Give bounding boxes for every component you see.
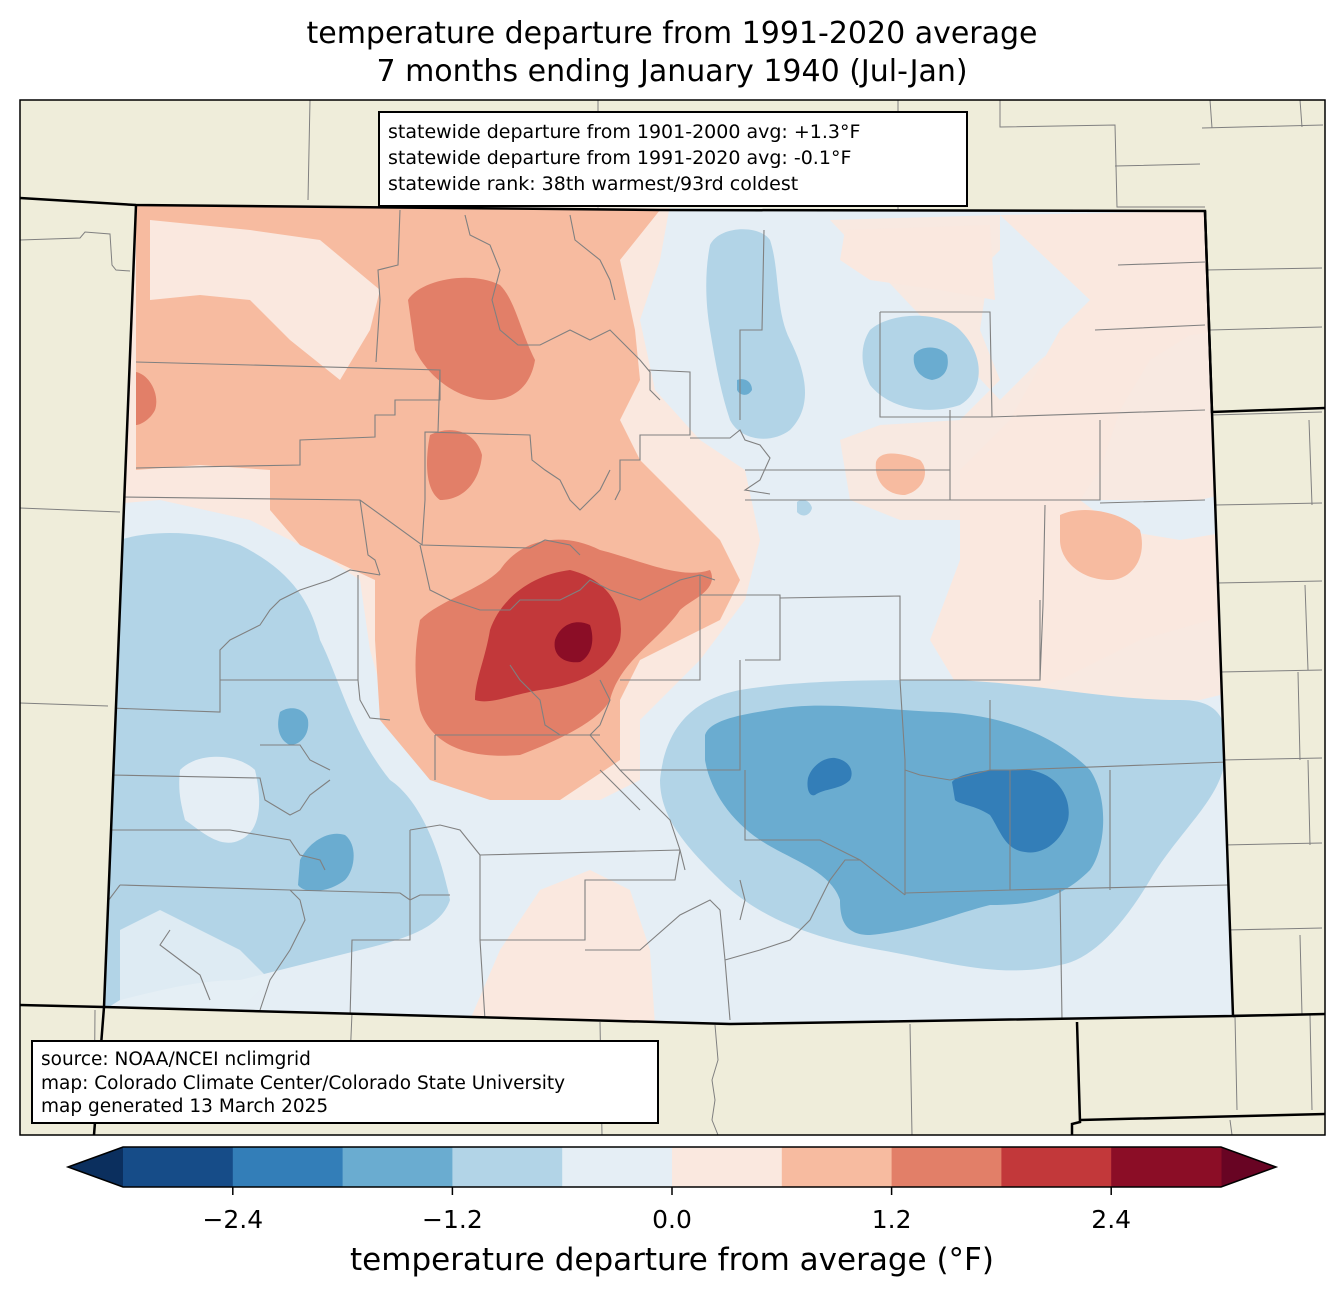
colorbar-segment — [342, 1147, 453, 1187]
county-lines — [104, 209, 1229, 1021]
contour-neutral-pocket — [179, 756, 260, 843]
colorbar-segment — [452, 1147, 563, 1187]
contour-warm-1.2-1.8-mid — [427, 430, 482, 500]
contour-cool-spot-southwest — [298, 833, 354, 892]
source-text: source: NOAA/NCEI nclimgrid — [41, 1049, 311, 1070]
colorbar-segment — [232, 1147, 344, 1187]
contour-cool-southwest — [104, 533, 450, 1010]
map-title-line1: temperature departure from 1991-2020 ave… — [306, 16, 1038, 51]
contour-cool-north-central — [706, 229, 805, 439]
colorbar-segment — [891, 1147, 1002, 1187]
temperature-contours — [104, 205, 1233, 1024]
stat-rank: statewide rank: 38th warmest/93rd coldes… — [388, 173, 799, 195]
colorbar-segment — [1111, 1147, 1222, 1187]
colorbar-outline — [65, 1146, 1279, 1188]
colorbar-over-arrow — [1221, 1147, 1276, 1187]
contour-warm-1.8-2.4 — [475, 570, 621, 702]
contour-cool-core-a — [807, 757, 852, 796]
colorbar-segment — [672, 1147, 783, 1187]
contour-cool-spot-north — [737, 379, 752, 395]
contour-warm-1.2-1.8-west — [136, 372, 157, 425]
colorbar-segment — [123, 1147, 234, 1187]
map-credit-text: map: Colorado Climate Center/Colorado St… — [41, 1072, 566, 1094]
statewide-stats-box: statewide departure from 1901-2000 avg: … — [378, 111, 968, 207]
contour-warm-spot-2 — [1060, 510, 1142, 580]
contour-warm-south — [470, 870, 655, 1024]
colorbar-tick-label: −1.2 — [422, 1205, 483, 1234]
colorbar-label: temperature departure from average (°F) — [350, 1242, 994, 1278]
contour-warm-northeast — [930, 211, 1233, 690]
colorbar-segment — [1001, 1147, 1112, 1187]
stat-departure-1901-2000: statewide departure from 1901-2000 avg: … — [388, 121, 861, 143]
colorbar-under-arrow — [68, 1147, 123, 1187]
map-frame — [19, 99, 1326, 1136]
contour-warm-north — [840, 225, 995, 300]
colorbar-tick-label: 0.0 — [652, 1205, 692, 1234]
contour-cool-southeast-inner — [705, 705, 1104, 935]
colorbar-segment — [562, 1147, 673, 1187]
map-title-line2: 7 months ending January 1940 (Jul-Jan) — [376, 54, 968, 89]
contour-cool-spot-small — [797, 500, 812, 516]
colorbar-tick-label: 1.2 — [871, 1205, 912, 1234]
stat-departure-1991-2020: statewide departure from 1991-2020 avg: … — [388, 147, 852, 169]
source-box: source: NOAA/NCEI nclimgrid map: Colorad… — [31, 1040, 659, 1124]
colorbar-tick-label: −2.4 — [202, 1205, 264, 1234]
colorbar-segment — [781, 1147, 893, 1187]
contour-neutral-southwest — [120, 910, 270, 1010]
contour-warm-spot-1 — [875, 453, 925, 495]
colorbar-tick-label: 2.4 — [1091, 1205, 1132, 1234]
contour-cool-core-northeast — [913, 347, 948, 380]
colorbar — [65, 1146, 1279, 1195]
map-generated-text: map generated 13 March 2025 — [41, 1096, 329, 1117]
contour-warm-2.4-3.0 — [554, 622, 593, 663]
contour-cool-spot-west — [278, 708, 309, 745]
